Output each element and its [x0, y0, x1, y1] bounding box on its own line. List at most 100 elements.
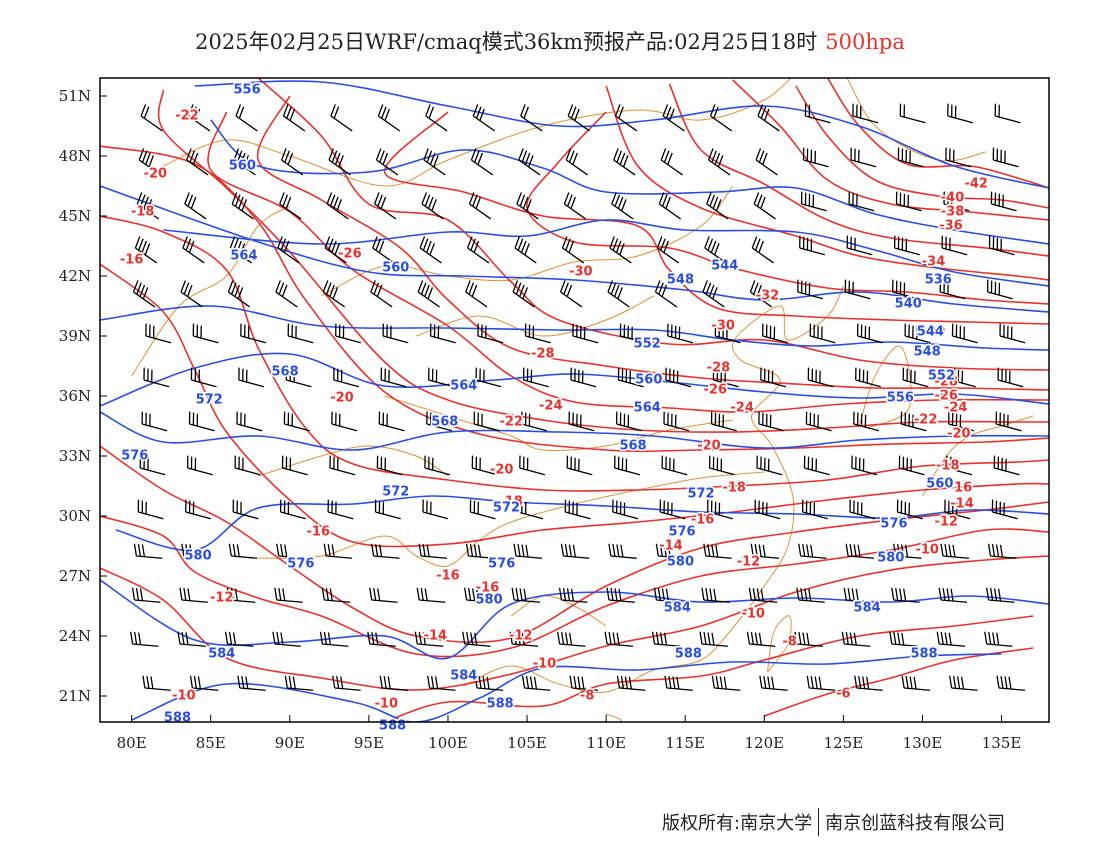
wind-barb: [615, 411, 642, 432]
temperature-contour-label: -16: [949, 481, 973, 496]
wind-barb: [378, 411, 405, 432]
temperature-contour-line: [526, 111, 1049, 305]
temperature-contour-label: -22: [499, 415, 523, 430]
wind-barb: [986, 587, 1015, 603]
wind-barb: [188, 411, 215, 432]
wind-barb: [617, 367, 644, 388]
lon-tick-label: 130E: [903, 734, 943, 752]
wind-barb: [797, 279, 824, 300]
height-contour-label: 560: [635, 373, 662, 388]
wind-barb: [272, 631, 301, 647]
wind-barb: [514, 236, 537, 264]
height-contour-label: 572: [493, 501, 520, 516]
wind-barb: [949, 367, 976, 388]
wind-barb: [466, 236, 490, 264]
wind-barb: [843, 587, 873, 603]
wind-barb: [237, 675, 266, 691]
title-text: 2025年02月25日WRF/cmaq模式36km预报产品:02月25日18时: [195, 30, 818, 54]
copyright-text: 版权所有:南京大学: [662, 813, 813, 834]
height-contour-label: 576: [880, 517, 907, 532]
height-contour-label: 568: [271, 365, 298, 380]
wind-barb: [849, 499, 876, 520]
wind-barb: [893, 235, 920, 256]
height-contour-line: [100, 305, 1049, 351]
wind-barb: [132, 280, 156, 308]
wind-barb: [557, 631, 586, 647]
height-contour-label: 576: [287, 557, 314, 572]
temperature-contour-label: -16: [307, 525, 331, 540]
temperature-contour-label: -18: [936, 459, 960, 474]
wind-barb: [283, 411, 310, 432]
wind-barb: [465, 543, 495, 559]
wind-barb: [377, 104, 401, 132]
footer: 版权所有:南京大学 南京创蓝科技有限公司: [662, 808, 1005, 838]
wind-barb: [426, 411, 453, 432]
wind-barb: [940, 543, 969, 559]
wind-barb: [891, 587, 920, 603]
temperature-contour-label: -16: [691, 513, 715, 528]
temperature-contour-label: -8: [782, 635, 796, 650]
wind-barb: [997, 367, 1024, 388]
wind-barb: [276, 543, 305, 559]
height-contour-label: 564: [634, 401, 661, 416]
wind-barb: [372, 236, 395, 264]
wind-barb: [619, 323, 646, 344]
height-contour-label: 548: [914, 345, 941, 360]
wind-barb: [369, 587, 398, 603]
wind-barb: [665, 367, 692, 388]
wind-barb: [321, 587, 351, 603]
wind-barb: [139, 455, 166, 476]
wind-barb: [606, 587, 635, 603]
height-contour-line: [100, 185, 1049, 313]
wind-barb: [852, 103, 879, 124]
wind-barb: [373, 192, 397, 220]
wind-barb: [845, 543, 875, 559]
height-labels: 556 560 564 560 568 564 572 568 576 572 572 580 576 5…: [120, 81, 957, 735]
wind-barb: [190, 367, 217, 388]
lat-tick-label: 30N: [59, 507, 91, 525]
boundary-line: [416, 295, 654, 337]
lat-tick-label: 39N: [59, 327, 91, 345]
wind-barb: [228, 543, 258, 559]
wind-barb: [331, 411, 358, 432]
wind-barb: [760, 367, 787, 388]
wind-barb: [612, 499, 639, 520]
temperature-contour-line: [100, 145, 1049, 453]
wind-barb: [755, 148, 778, 176]
wind-barb: [234, 455, 261, 476]
wind-barb: [418, 543, 448, 559]
wind-barb: [565, 148, 588, 176]
height-contour-label: 588: [164, 711, 191, 726]
wind-barb: [667, 323, 694, 344]
wind-barb: [712, 367, 739, 388]
temperature-contour-line: [795, 85, 1049, 209]
wind-barb: [136, 192, 159, 220]
temperature-contour-label: -24: [944, 401, 968, 416]
wind-barb: [319, 631, 349, 647]
height-contour-line: [131, 653, 1002, 722]
wind-barb: [746, 631, 776, 647]
lon-tick-label: 135E: [982, 734, 1022, 752]
temperature-contour-line: [207, 111, 1049, 413]
wind-barb: [382, 323, 409, 344]
wind-barb: [182, 236, 205, 264]
wind-barb: [186, 455, 213, 476]
wind-barb: [749, 280, 773, 308]
wind-barb: [323, 543, 353, 559]
lat-tick-label: 24N: [59, 627, 91, 645]
height-contour-label: 580: [667, 555, 694, 570]
wind-barb: [520, 104, 543, 132]
wind-barb: [901, 675, 931, 691]
wind-barb: [651, 631, 681, 647]
wind-barb: [236, 411, 263, 432]
wind-barb: [240, 323, 267, 344]
wind-barb: [848, 191, 875, 212]
wind-barb: [662, 104, 685, 132]
wind-barb: [274, 587, 303, 603]
wind-barb: [468, 192, 492, 220]
wind-barb: [710, 411, 737, 432]
temperature-contour-label: -30: [711, 319, 735, 334]
wind-barb: [517, 499, 544, 520]
height-contour-label: 564: [450, 379, 477, 394]
lat-tick-label: 27N: [59, 567, 91, 585]
